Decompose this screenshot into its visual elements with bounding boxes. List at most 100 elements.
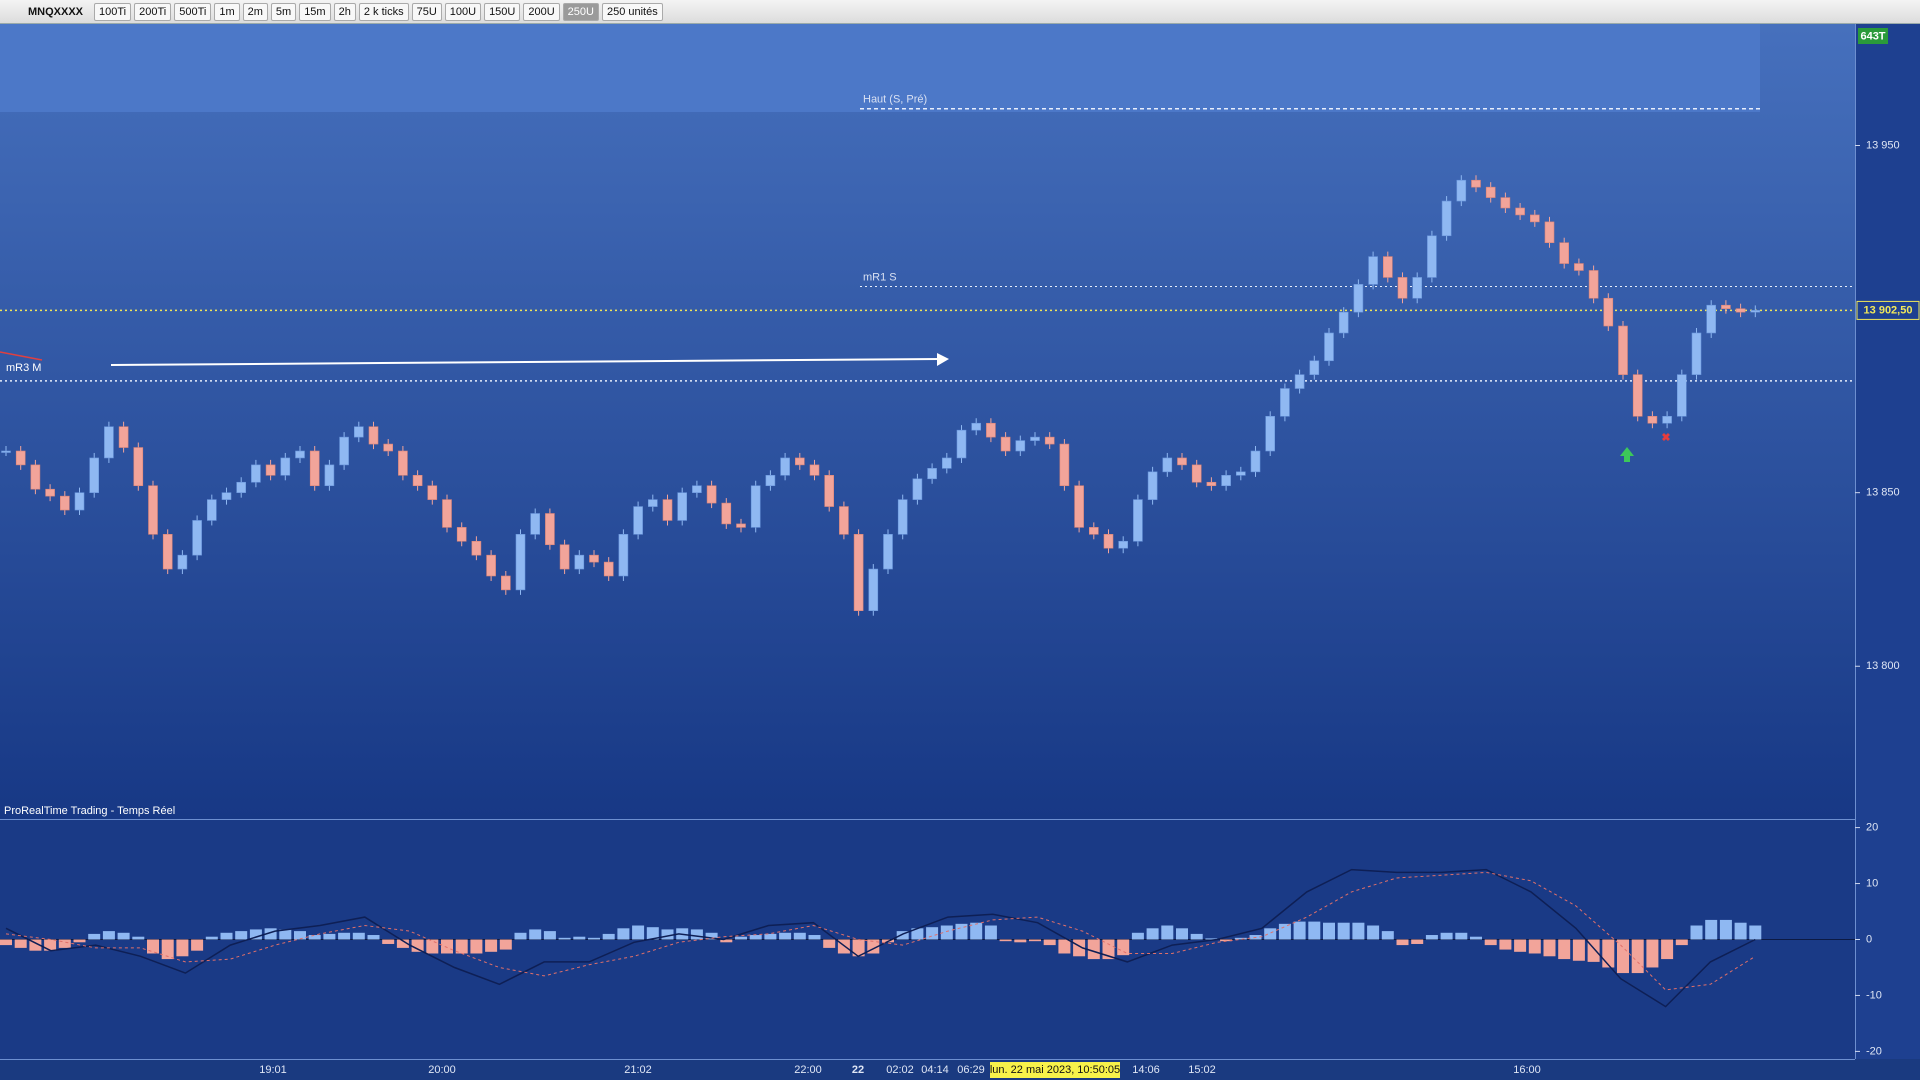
candle — [207, 499, 217, 521]
histogram-bar — [661, 929, 674, 940]
toolbar-button[interactable]: 1m — [214, 2, 240, 21]
x-tick-label: 21:02 — [624, 1064, 652, 1076]
candle — [780, 457, 790, 476]
candle — [1662, 415, 1672, 424]
source-label: ProRealTime Trading - Temps Réel — [4, 805, 175, 817]
toolbar-button[interactable]: 250U — [562, 2, 599, 21]
histogram-bar — [926, 927, 939, 940]
histogram-bar — [984, 925, 997, 940]
candle — [59, 495, 70, 511]
toolbar-button[interactable]: 250 unités — [601, 2, 663, 21]
histogram-bar — [1337, 922, 1350, 940]
candle — [692, 485, 702, 493]
histogram-bar — [1043, 939, 1056, 946]
toolbar-button[interactable]: 5m — [270, 2, 297, 21]
x-tick-label: 02:02 — [886, 1064, 914, 1076]
histogram-bar — [1631, 939, 1644, 974]
candle — [1691, 332, 1702, 375]
candle — [1677, 374, 1687, 417]
x-tick-label: 06:29 — [957, 1064, 985, 1076]
symbol[interactable]: MNQXXXX — [28, 5, 84, 18]
toolbar-button[interactable]: 75U — [411, 2, 442, 21]
candle — [1162, 457, 1173, 473]
histogram-bar — [191, 939, 204, 951]
x-tick-label: 22:00 — [794, 1064, 822, 1076]
toolbar-button[interactable]: 150U — [484, 2, 521, 21]
histogram-bar — [220, 932, 233, 940]
candle — [618, 534, 629, 577]
histogram-bar — [249, 929, 262, 940]
histogram-bar — [308, 935, 321, 940]
candle — [1368, 256, 1378, 285]
y-tick-label: 13 950 — [1866, 139, 1900, 151]
y-tick-label: 13 800 — [1866, 660, 1900, 672]
candle — [765, 475, 776, 487]
toolbar-button[interactable]: 2h — [333, 2, 356, 21]
histogram-bar — [543, 931, 556, 940]
level-label: Haut (S, Pré) — [863, 94, 927, 106]
candle — [633, 506, 643, 535]
histogram-bar — [735, 936, 747, 940]
candle — [1441, 200, 1452, 237]
candle — [1030, 436, 1040, 441]
histogram-bar — [1558, 939, 1571, 960]
candle — [1000, 436, 1011, 452]
sell-signal: ✖ — [1661, 432, 1670, 444]
candle — [941, 457, 952, 469]
histogram-bar — [705, 932, 718, 940]
histogram-bar — [294, 931, 306, 940]
histogram-bar — [617, 928, 630, 940]
histogram-bar — [970, 922, 983, 940]
histogram-bar — [176, 939, 189, 957]
toolbar-button[interactable]: 2m — [242, 2, 268, 21]
last-price-label: 13 902,50 — [1864, 304, 1913, 316]
histogram-bar — [1102, 939, 1115, 960]
candle — [1750, 310, 1761, 313]
candle — [1515, 207, 1525, 216]
cursor-date-box — [990, 1062, 1120, 1078]
candle — [956, 429, 967, 459]
toolbar-button[interactable]: 200Ti — [134, 2, 172, 21]
candle — [1250, 450, 1261, 473]
toolbar-button[interactable]: 100Ti — [94, 2, 132, 21]
toolbar-button[interactable]: 100U — [444, 2, 482, 21]
candle — [1015, 440, 1026, 452]
toolbar-button[interactable]: 15m — [299, 2, 331, 21]
candle — [662, 499, 673, 521]
histogram-bar — [1205, 938, 1218, 940]
histogram-bar — [73, 939, 86, 943]
y-tick-label: 0 — [1866, 933, 1872, 945]
histogram-bar — [1425, 935, 1438, 940]
candle — [839, 506, 849, 535]
x-tick-label: 20:00 — [428, 1064, 456, 1076]
candle — [986, 422, 996, 438]
candle — [1177, 457, 1187, 466]
candle — [1412, 277, 1422, 299]
histogram-bar — [1029, 939, 1041, 942]
y-tick-label: 13 850 — [1866, 487, 1900, 499]
histogram-bar — [1381, 931, 1394, 940]
toolbar-button[interactable]: 2 k ticks — [358, 2, 409, 21]
candle — [971, 422, 982, 431]
candle — [383, 443, 394, 452]
toolbar-button[interactable]: 500Ti — [174, 2, 212, 21]
candle — [1236, 471, 1246, 476]
candle — [868, 568, 879, 612]
histogram-bar — [1514, 939, 1527, 952]
histogram-bar — [323, 933, 336, 940]
histogram-bar — [793, 932, 806, 940]
histogram-bar — [1440, 932, 1453, 940]
histogram-bar — [911, 928, 924, 940]
toolbar-button[interactable]: 200U — [523, 2, 560, 21]
histogram-bar — [1749, 925, 1762, 940]
x-tick-label: 15:02 — [1188, 1064, 1216, 1076]
candle — [1265, 415, 1275, 452]
candle — [1618, 325, 1628, 375]
candle — [162, 534, 173, 570]
histogram-bar — [1470, 936, 1482, 940]
candle — [824, 475, 835, 507]
candle — [530, 513, 541, 535]
histogram-bar — [147, 939, 159, 954]
chart: ✖ ProRealTime Trading - Temps Réel 643T … — [0, 24, 1920, 1080]
